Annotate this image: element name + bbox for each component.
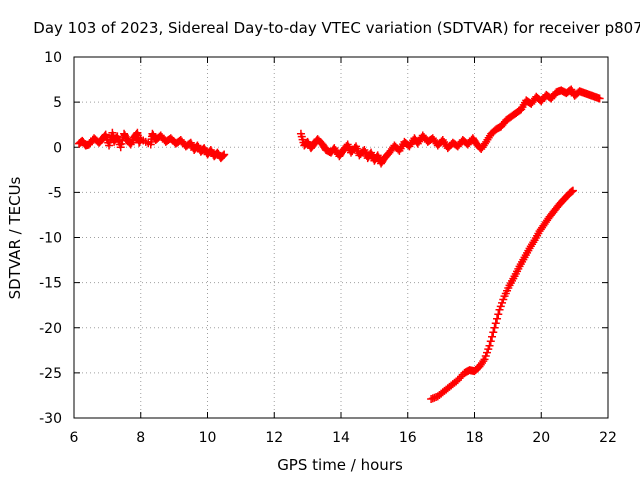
tick-layer: 6 8 10 12 14 16 18 20 22 -30 -25 -20 -15 -10 -5 0 5 10 xyxy=(39,50,617,446)
data-point xyxy=(486,337,495,346)
x-tick-label: 8 xyxy=(136,430,145,446)
y-tick-label: -30 xyxy=(39,411,62,427)
x-tick-label: 10 xyxy=(199,430,217,446)
data-point xyxy=(187,140,196,149)
x-tick-label: 14 xyxy=(332,430,350,446)
data-point xyxy=(568,186,577,195)
data-point xyxy=(112,133,121,142)
data-point xyxy=(493,314,502,323)
y-tick-label: -25 xyxy=(39,366,62,382)
data-point xyxy=(186,138,195,147)
x-tick-label: 12 xyxy=(265,430,283,446)
y-tick-label: 10 xyxy=(44,50,62,66)
y-tick-label: -10 xyxy=(39,231,62,247)
y-tick-label: 5 xyxy=(53,95,62,111)
x-axis-label: GPS time / hours xyxy=(277,456,403,474)
series-cluster-a xyxy=(75,128,229,163)
chart-title: Day 103 of 2023, Sidereal Day-to-day VTE… xyxy=(33,19,640,37)
x-tick-label: 22 xyxy=(599,430,617,446)
data-point xyxy=(490,323,499,332)
x-tick-label: 6 xyxy=(70,430,79,446)
x-tick-label: 16 xyxy=(399,430,417,446)
grid-layer xyxy=(74,57,608,418)
data-points xyxy=(75,85,604,404)
data-point xyxy=(485,341,494,350)
data-point xyxy=(218,152,227,161)
data-point xyxy=(494,310,503,319)
data-point xyxy=(595,94,604,103)
x-tick-label: 18 xyxy=(466,430,484,446)
data-point xyxy=(491,319,500,328)
data-point xyxy=(132,129,141,138)
data-point xyxy=(220,150,229,159)
data-point xyxy=(488,332,497,341)
data-point xyxy=(219,151,228,160)
y-tick-label: -15 xyxy=(39,276,62,292)
data-point xyxy=(489,328,498,337)
y-tick-label: -5 xyxy=(48,185,62,201)
y-tick-label: 0 xyxy=(53,140,62,156)
x-tick-label: 20 xyxy=(532,430,550,446)
y-tick-label: -20 xyxy=(39,321,62,337)
data-point xyxy=(126,140,135,149)
y-axis-label: SDTVAR / TECUs xyxy=(6,176,24,299)
series-descending-track xyxy=(427,186,577,404)
data-point xyxy=(127,138,136,147)
data-point xyxy=(100,131,109,140)
series-cluster-b xyxy=(296,85,604,168)
data-point xyxy=(479,357,488,366)
